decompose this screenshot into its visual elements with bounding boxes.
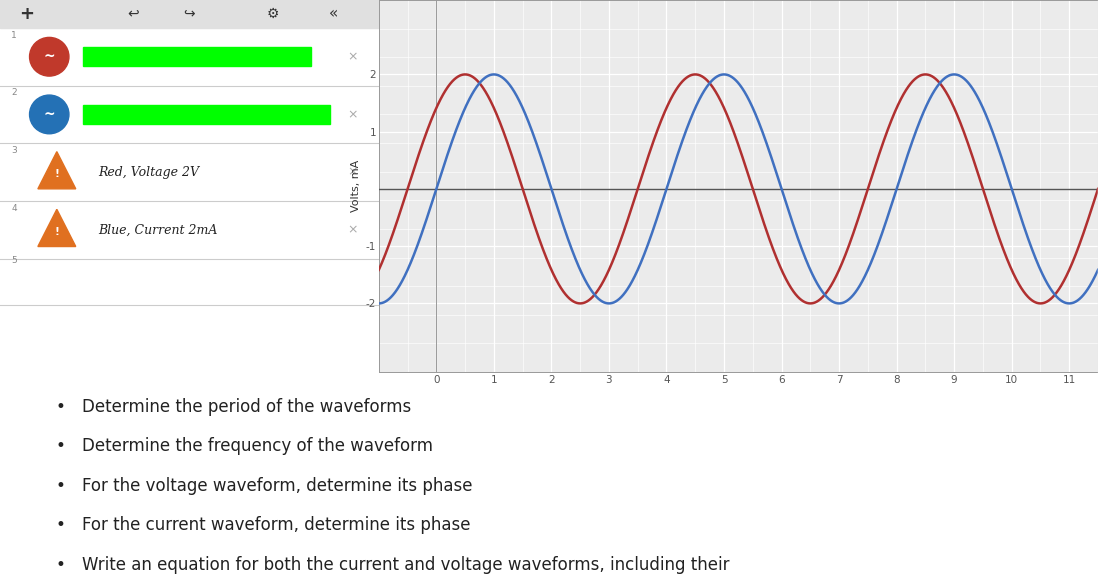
Text: Red, Voltage 2V: Red, Voltage 2V bbox=[99, 166, 200, 179]
Text: Determine the frequency of the waveform: Determine the frequency of the waveform bbox=[82, 437, 434, 455]
Text: !: ! bbox=[55, 227, 59, 237]
Text: ×: × bbox=[347, 108, 358, 121]
Polygon shape bbox=[37, 152, 76, 189]
Text: ×: × bbox=[347, 223, 358, 236]
Text: ~: ~ bbox=[44, 107, 55, 121]
Text: Blue, Current 2mA: Blue, Current 2mA bbox=[99, 223, 217, 236]
Text: •: • bbox=[56, 556, 65, 574]
Text: For the current waveform, determine its phase: For the current waveform, determine its … bbox=[82, 516, 471, 534]
Bar bbox=[83, 47, 311, 66]
Text: ↩: ↩ bbox=[126, 7, 138, 21]
Text: 3: 3 bbox=[11, 146, 18, 155]
Text: ⚙: ⚙ bbox=[267, 7, 279, 21]
Bar bbox=[0, 0, 379, 28]
Text: ×: × bbox=[347, 166, 358, 179]
Y-axis label: Volts, mA: Volts, mA bbox=[351, 160, 361, 212]
Text: •: • bbox=[56, 516, 65, 534]
Circle shape bbox=[30, 95, 69, 134]
Text: Write an equation for both the current and voltage waveforms, including their: Write an equation for both the current a… bbox=[82, 556, 730, 574]
Text: 2: 2 bbox=[11, 88, 16, 97]
Text: ↪: ↪ bbox=[183, 7, 195, 21]
Text: •: • bbox=[56, 477, 65, 495]
Text: For the voltage waveform, determine its phase: For the voltage waveform, determine its … bbox=[82, 477, 473, 495]
Text: ×: × bbox=[347, 50, 358, 63]
Text: !: ! bbox=[55, 169, 59, 179]
Polygon shape bbox=[37, 209, 76, 247]
Text: ~: ~ bbox=[44, 50, 55, 64]
Text: •: • bbox=[56, 398, 65, 416]
Bar bbox=[83, 105, 329, 124]
Text: «: « bbox=[328, 6, 338, 21]
Text: 5: 5 bbox=[11, 256, 18, 265]
Text: •: • bbox=[56, 437, 65, 455]
Text: Determine the period of the waveforms: Determine the period of the waveforms bbox=[82, 398, 412, 416]
Text: +: + bbox=[19, 5, 34, 23]
Text: 1: 1 bbox=[11, 30, 18, 40]
Text: 4: 4 bbox=[11, 204, 16, 213]
Circle shape bbox=[30, 38, 69, 76]
